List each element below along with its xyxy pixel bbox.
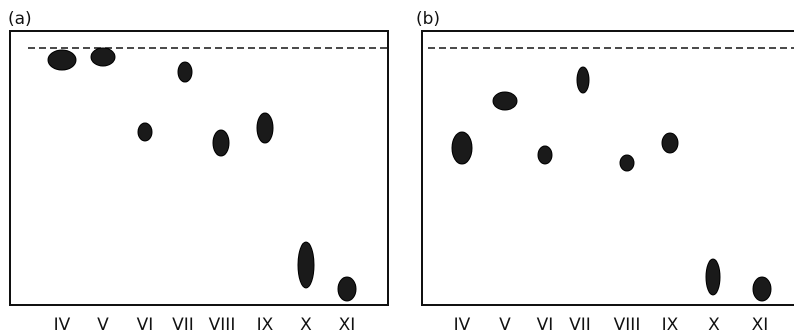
lane-label: VII bbox=[172, 315, 194, 335]
spot bbox=[662, 133, 678, 153]
lane-label: VI bbox=[137, 315, 154, 335]
lane-label: VI bbox=[537, 315, 554, 335]
spot bbox=[753, 277, 771, 301]
spot bbox=[493, 92, 517, 110]
spot bbox=[620, 155, 634, 171]
lane-label: IX bbox=[662, 315, 679, 335]
lane-label: IV bbox=[454, 315, 471, 335]
lane-label: V bbox=[499, 315, 511, 335]
lane-label: XI bbox=[339, 315, 356, 335]
spot bbox=[48, 50, 76, 70]
spot bbox=[91, 48, 115, 66]
spot bbox=[538, 146, 552, 164]
lane-label: XI bbox=[752, 315, 769, 335]
spot bbox=[213, 130, 229, 156]
spot bbox=[338, 277, 356, 301]
spot bbox=[452, 132, 472, 164]
lane-label: VII bbox=[569, 315, 591, 335]
lane-label: VIII bbox=[209, 315, 236, 335]
figure: (a) (b) IV V VI VII VIII IX X XI IV V VI VII VIII IX X… bbox=[0, 0, 794, 335]
spot bbox=[257, 113, 273, 143]
spot bbox=[298, 242, 314, 288]
lane-label: IX bbox=[257, 315, 274, 335]
spot bbox=[577, 67, 589, 93]
lane-label: IV bbox=[54, 315, 71, 335]
spot bbox=[178, 62, 192, 82]
spot bbox=[706, 259, 720, 295]
panel-label: (a) bbox=[8, 9, 32, 29]
lane-label: X bbox=[708, 315, 720, 335]
lane-label: X bbox=[300, 315, 312, 335]
panel-label: (b) bbox=[416, 9, 440, 29]
plate-frame bbox=[10, 31, 388, 305]
lane-label: VIII bbox=[614, 315, 641, 335]
lane-label: V bbox=[97, 315, 109, 335]
panel-b: (b) bbox=[416, 9, 794, 305]
plate-frame bbox=[422, 31, 794, 305]
spot bbox=[138, 123, 152, 141]
panel-a: (a) bbox=[8, 9, 388, 305]
